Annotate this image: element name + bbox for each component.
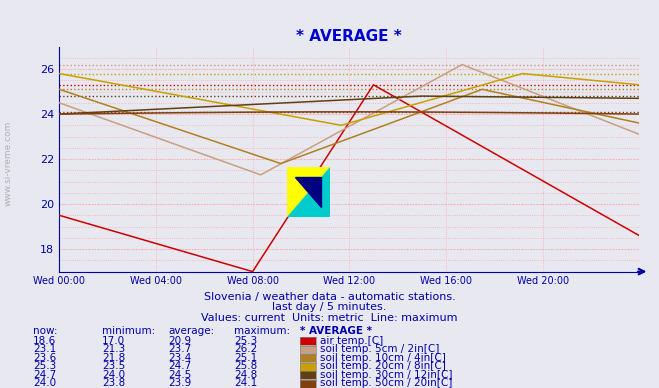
Text: soil temp. 10cm / 4in[C]: soil temp. 10cm / 4in[C] xyxy=(320,353,445,363)
Text: 23.1: 23.1 xyxy=(33,344,56,354)
Text: 20.9: 20.9 xyxy=(168,336,191,346)
Text: 23.4: 23.4 xyxy=(168,353,191,363)
Polygon shape xyxy=(295,177,321,207)
Text: 24.0: 24.0 xyxy=(33,378,56,388)
Text: 23.8: 23.8 xyxy=(102,378,125,388)
Text: soil temp. 30cm / 12in[C]: soil temp. 30cm / 12in[C] xyxy=(320,370,452,380)
Text: 23.6: 23.6 xyxy=(33,353,56,363)
Text: 26.2: 26.2 xyxy=(234,344,257,354)
Text: 23.7: 23.7 xyxy=(168,344,191,354)
Text: air temp.[C]: air temp.[C] xyxy=(320,336,383,346)
Text: 25.8: 25.8 xyxy=(234,361,257,371)
Text: www.si-vreme.com: www.si-vreme.com xyxy=(3,120,13,206)
Text: 24.0: 24.0 xyxy=(102,370,125,380)
Polygon shape xyxy=(287,167,330,217)
Polygon shape xyxy=(287,167,330,217)
Text: * AVERAGE *: * AVERAGE * xyxy=(300,326,372,336)
Text: last day / 5 minutes.: last day / 5 minutes. xyxy=(272,302,387,312)
Text: soil temp. 50cm / 20in[C]: soil temp. 50cm / 20in[C] xyxy=(320,378,452,388)
Text: 24.5: 24.5 xyxy=(168,370,191,380)
Text: minimum:: minimum: xyxy=(102,326,156,336)
Text: 23.5: 23.5 xyxy=(102,361,125,371)
Text: 24.1: 24.1 xyxy=(234,378,257,388)
Text: 24.7: 24.7 xyxy=(168,361,191,371)
Text: now:: now: xyxy=(33,326,57,336)
Text: 25.3: 25.3 xyxy=(234,336,257,346)
Text: 21.8: 21.8 xyxy=(102,353,125,363)
Text: 24.8: 24.8 xyxy=(234,370,257,380)
Text: soil temp. 20cm / 8in[C]: soil temp. 20cm / 8in[C] xyxy=(320,361,445,371)
Title: * AVERAGE *: * AVERAGE * xyxy=(297,29,402,44)
Text: 23.9: 23.9 xyxy=(168,378,191,388)
Text: average:: average: xyxy=(168,326,214,336)
Text: 24.7: 24.7 xyxy=(33,370,56,380)
Text: soil temp. 5cm / 2in[C]: soil temp. 5cm / 2in[C] xyxy=(320,344,439,354)
Text: 25.3: 25.3 xyxy=(33,361,56,371)
Text: 25.1: 25.1 xyxy=(234,353,257,363)
Text: 21.3: 21.3 xyxy=(102,344,125,354)
Text: Values: current  Units: metric  Line: maximum: Values: current Units: metric Line: maxi… xyxy=(201,313,458,323)
Text: 18.6: 18.6 xyxy=(33,336,56,346)
Text: Slovenia / weather data - automatic stations.: Slovenia / weather data - automatic stat… xyxy=(204,292,455,302)
Text: 17.0: 17.0 xyxy=(102,336,125,346)
Text: maximum:: maximum: xyxy=(234,326,290,336)
